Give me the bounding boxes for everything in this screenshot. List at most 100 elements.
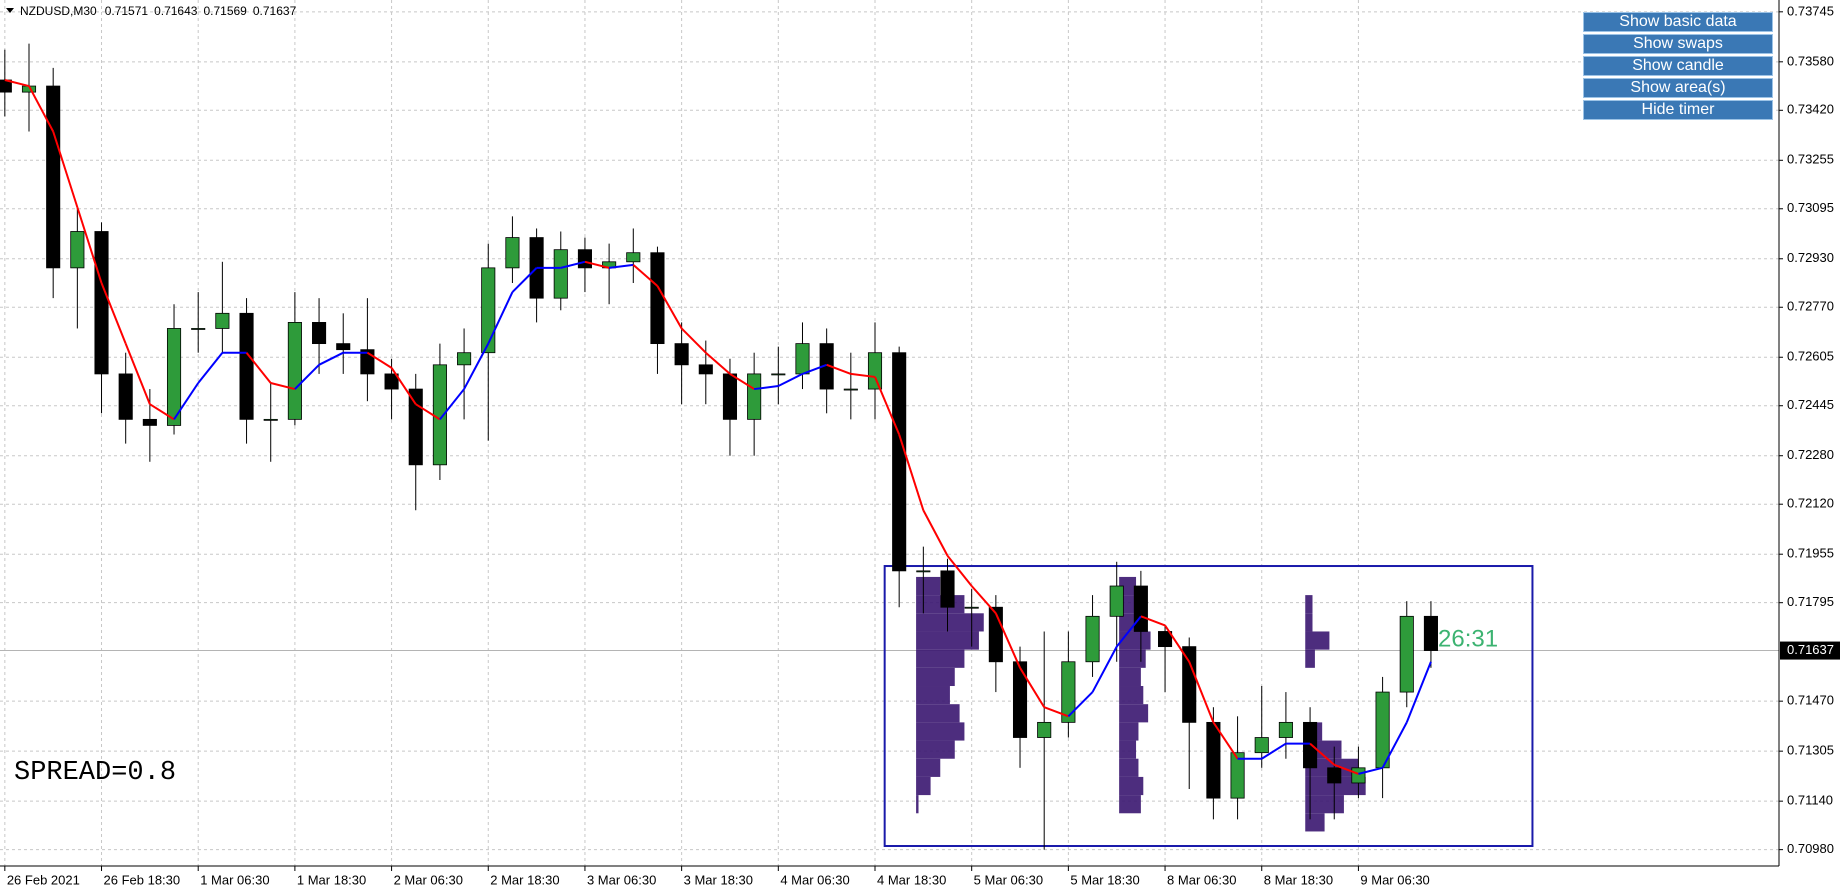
area-box [883,565,1534,848]
moving-average [584,260,610,269]
candle-body [1375,691,1390,769]
grid [0,0,1779,866]
candle-body [239,312,254,420]
x-tick-label: 9 Mar 06:30 [1360,872,1429,887]
candle-body [916,570,931,573]
candle-body [577,249,592,269]
moving-average [1212,721,1239,760]
volume-profile-bar [1119,704,1149,723]
candle-body [118,373,133,420]
x-tick-label: 1 Mar 06:30 [200,872,269,887]
candle-body [892,352,907,572]
quote: 0.71643 [154,4,198,18]
candle-body [287,322,302,420]
candle-body [1327,767,1342,784]
quote: 0.71637 [253,4,297,18]
volume-profile-bar [1305,631,1330,650]
moving-average [415,403,441,421]
moving-average [439,388,465,420]
y-tick-label: 0.73095 [1787,200,1834,215]
x-tick-label: 4 Mar 06:30 [780,872,849,887]
button[interactable]: Hide timer [1583,100,1773,120]
moving-average [149,403,175,421]
y-tick-label: 0.72445 [1787,397,1834,412]
button[interactable]: Show candle [1583,56,1773,76]
x-tick-label: 26 Feb 18:30 [104,872,181,887]
candle-body [771,373,786,376]
y-tick-label: 0.72770 [1787,299,1834,314]
candle-body [1085,615,1100,663]
candle-body [1230,752,1245,799]
candle-body [1399,615,1414,693]
moving-average [1261,742,1287,760]
candle-body [1158,631,1173,648]
candle-body [940,570,955,608]
moving-average [826,363,852,375]
volume-profile-bar [1305,795,1344,814]
moving-average [124,343,151,405]
moving-average [1333,763,1359,775]
moving-average [802,363,828,375]
moving-average [463,343,490,390]
candle-body [1351,767,1366,784]
moving-average [1309,742,1335,766]
x-tick-label: 8 Mar 18:30 [1264,872,1333,887]
y-tick-label: 0.72280 [1787,447,1834,462]
volume-profile-bar [916,740,955,759]
moving-average [994,612,1021,669]
y-tick-label: 0.72930 [1787,250,1834,265]
candle-body [408,388,423,466]
candle-body [1109,585,1124,617]
x-tick-label: 3 Mar 06:30 [587,872,656,887]
candle-body [1303,721,1318,769]
button[interactable]: Show basic data [1583,12,1773,32]
candle-body [626,252,641,263]
candle-body [70,231,85,269]
candle-body [964,606,979,609]
y-tick-label: 0.71470 [1787,693,1834,708]
quote: 0.71571 [105,4,149,18]
moving-average [173,382,200,420]
volume-profile-bar [916,649,965,668]
y-tick-label: 0.73420 [1787,102,1834,117]
axes: 0.73745 0.73580 0.73420 0.73255 0.73095 0.729… [4,3,1840,887]
volume-profile-bar [916,576,941,596]
moving-average [632,264,659,287]
x-tick-label: 26 Feb 2021 [7,872,80,887]
x-tick-label: 1 Mar 18:30 [297,872,366,887]
moving-average [608,263,634,269]
volume-profile-bar [1119,758,1139,777]
button-panel: Show basic data Show swaps Show candle Show… [1583,12,1773,122]
moving-average [366,351,393,369]
timer: 26:31 [1438,625,1498,652]
button[interactable]: Show swaps [1583,34,1773,54]
volume-profile-bar [916,776,931,796]
volume-profile-bar [1119,686,1144,705]
volume-profile-bar [1119,776,1144,796]
button[interactable]: Show area(s) [1583,78,1773,98]
moving-average [970,585,997,614]
moving-average [1188,661,1215,723]
moving-average [294,364,320,390]
candle-body [336,343,351,351]
y-tick-label: 0.72605 [1787,349,1834,364]
header: NZDUSD,M30 0.71571 0.71643 0.71569 0.71637 [20,4,297,18]
x-tick-label: 8 Mar 06:30 [1167,872,1236,887]
x-tick-label: 5 Mar 18:30 [1070,872,1139,887]
candle-body [384,373,399,390]
candle-body [843,388,858,391]
moving-average [777,373,803,387]
candle-body [722,373,738,420]
volume-profile-bar [1305,776,1366,796]
moving-average [898,434,925,511]
candle-body [481,267,496,354]
moving-average [487,291,514,345]
moving-average [1019,667,1046,708]
candle-body [142,418,157,426]
moving-average [1091,646,1118,693]
y-tick-label: 0.73580 [1787,53,1834,68]
x-tick-label: 2 Mar 06:30 [394,872,463,887]
moving-average [656,285,683,329]
y-tick-label: 0.73255 [1787,152,1834,167]
